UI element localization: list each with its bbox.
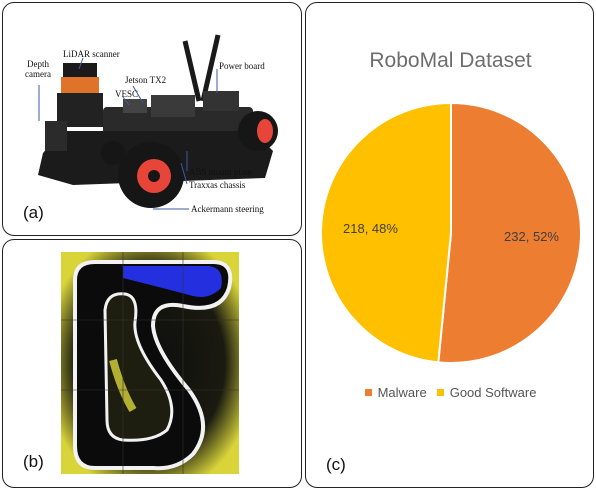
panel-c-label: (c) xyxy=(326,455,346,474)
lidar-top xyxy=(63,63,97,77)
panel-b-track: (b) xyxy=(2,239,302,488)
legend-swatch xyxy=(436,389,444,396)
lidar-ring xyxy=(61,77,99,93)
panel-c-pie-chart: RoboMal Dataset 232, 52% 218, 48% Malware… xyxy=(305,2,594,488)
legend-label: Malware xyxy=(377,385,427,400)
pie-data-label-good-software: 218, 48% xyxy=(343,221,398,236)
jetson-line xyxy=(132,85,144,104)
track-highlight-segment xyxy=(123,266,222,297)
callout-vesc: VESC xyxy=(115,89,139,99)
panel-b-label: (b) xyxy=(23,452,44,471)
callout-traxxas: Traxxas chassis xyxy=(189,180,246,190)
rear-right-rim xyxy=(257,119,273,143)
robot-car-illustration xyxy=(38,34,278,210)
pie-data-label-malware: 232, 52% xyxy=(504,229,559,244)
panel-a-robot-car: LiDAR scanner Depth camera Jetson TX2 Po… xyxy=(2,2,302,236)
track-grid xyxy=(61,252,239,474)
chart-title: RoboMal Dataset xyxy=(369,49,532,72)
antenna-right xyxy=(200,34,221,102)
lidar-line xyxy=(78,57,84,70)
callout-lines xyxy=(38,57,218,210)
callout-lidar-scanner: LiDAR scanner xyxy=(63,49,120,59)
front-right-wheel xyxy=(101,141,125,165)
callout-power-board: Power board xyxy=(219,61,265,71)
vesc-line xyxy=(122,96,130,106)
legend-swatch xyxy=(364,389,372,396)
pie-slice-good-software xyxy=(320,101,452,364)
legend-label: Good Software xyxy=(449,385,537,400)
front-left-hub xyxy=(148,170,160,182)
upper-deck xyxy=(103,107,253,135)
pie-chart: 232, 52% 218, 48% xyxy=(320,101,582,364)
track-yellow-zone xyxy=(109,358,137,413)
callout-ackermann: Ackermann steering xyxy=(191,204,264,214)
chart-legend: Malware Good Software xyxy=(306,384,593,400)
traxxas-line xyxy=(180,162,188,185)
pie-slice-malware xyxy=(437,101,582,364)
callout-jetson: Jetson TX2 xyxy=(125,75,167,85)
legend-item-good-software: Good Software xyxy=(436,385,537,400)
depth-camera xyxy=(45,121,67,151)
track-illustration xyxy=(61,252,239,474)
legend-item-malware: Malware xyxy=(364,385,427,400)
antenna-left xyxy=(182,40,202,102)
jetson-board xyxy=(151,95,195,117)
callout-depth-camera: Depth camera xyxy=(25,59,51,79)
power-board xyxy=(203,91,239,111)
callout-abs-plate: ABS mount plate xyxy=(189,167,252,177)
panel-a-label: (a) xyxy=(23,203,44,222)
vesc-unit xyxy=(123,99,147,113)
